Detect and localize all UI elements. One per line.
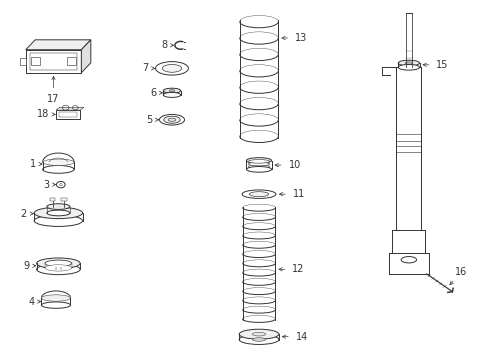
Ellipse shape [239,334,278,345]
Ellipse shape [246,158,271,163]
Ellipse shape [34,207,82,219]
Ellipse shape [162,64,181,72]
Text: 18: 18 [37,109,49,120]
Ellipse shape [163,88,180,93]
Ellipse shape [163,93,180,98]
Polygon shape [67,57,76,65]
Polygon shape [81,40,91,73]
Polygon shape [56,110,80,119]
Ellipse shape [47,210,70,216]
Ellipse shape [42,159,74,166]
Text: 8: 8 [161,40,167,50]
Ellipse shape [169,90,175,92]
Ellipse shape [252,338,265,341]
Text: 7: 7 [142,63,148,73]
Polygon shape [26,40,91,50]
Ellipse shape [159,114,184,125]
Ellipse shape [248,159,269,163]
Ellipse shape [397,64,419,70]
Text: 2: 2 [20,209,27,219]
Ellipse shape [242,190,275,198]
Ellipse shape [248,168,269,171]
Ellipse shape [37,258,80,269]
Ellipse shape [42,166,74,173]
Ellipse shape [47,204,70,210]
Ellipse shape [45,265,72,271]
Text: 1: 1 [29,159,36,169]
Bar [61,198,67,201]
Text: 12: 12 [292,264,304,274]
Ellipse shape [168,118,176,121]
Text: 10: 10 [288,160,300,170]
Ellipse shape [249,192,268,197]
Ellipse shape [34,215,82,226]
Ellipse shape [246,167,271,172]
Text: 14: 14 [295,332,307,342]
Text: 15: 15 [435,60,448,70]
Text: 9: 9 [23,261,29,271]
Ellipse shape [37,264,80,275]
Ellipse shape [163,116,180,123]
Ellipse shape [248,162,269,166]
Ellipse shape [239,329,278,339]
Text: 13: 13 [295,33,307,43]
Text: 11: 11 [292,189,305,199]
Text: 16: 16 [454,267,467,278]
Polygon shape [31,57,40,65]
Bar [50,198,55,201]
Ellipse shape [248,165,269,168]
Ellipse shape [252,332,265,336]
Ellipse shape [41,295,70,301]
Text: 17: 17 [47,94,60,104]
Ellipse shape [45,260,72,266]
Polygon shape [20,58,26,65]
Text: 4: 4 [28,297,34,307]
Ellipse shape [155,62,188,75]
Text: 5: 5 [145,115,152,125]
Ellipse shape [400,257,416,263]
Polygon shape [26,50,81,73]
Ellipse shape [397,60,419,66]
Ellipse shape [41,302,70,308]
Text: 6: 6 [150,88,156,98]
Ellipse shape [404,62,412,64]
Polygon shape [56,107,84,110]
Text: 3: 3 [43,180,49,190]
